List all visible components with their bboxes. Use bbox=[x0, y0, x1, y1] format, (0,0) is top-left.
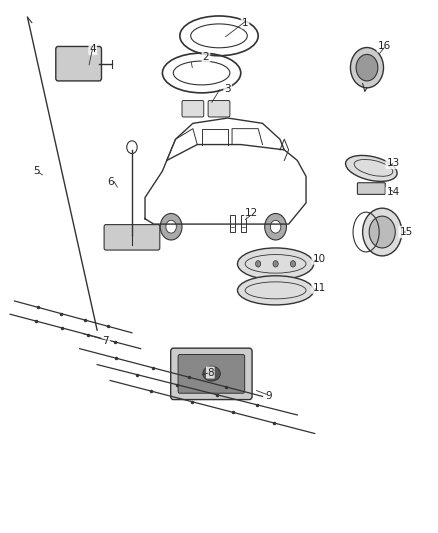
Circle shape bbox=[160, 214, 182, 240]
Text: 6: 6 bbox=[107, 176, 113, 187]
Circle shape bbox=[290, 261, 296, 267]
Text: 10: 10 bbox=[313, 254, 326, 263]
Text: 9: 9 bbox=[266, 391, 272, 401]
FancyBboxPatch shape bbox=[178, 354, 245, 393]
Text: 8: 8 bbox=[207, 368, 214, 377]
Text: 12: 12 bbox=[245, 208, 258, 219]
Ellipse shape bbox=[203, 366, 220, 381]
Circle shape bbox=[270, 220, 281, 233]
Text: 2: 2 bbox=[203, 52, 209, 62]
Bar bbox=[230, 215, 235, 232]
FancyBboxPatch shape bbox=[357, 183, 385, 195]
Text: 15: 15 bbox=[399, 227, 413, 237]
Circle shape bbox=[265, 214, 286, 240]
Text: 5: 5 bbox=[33, 166, 39, 176]
Text: 1: 1 bbox=[242, 18, 248, 28]
FancyBboxPatch shape bbox=[208, 101, 230, 117]
Circle shape bbox=[273, 261, 278, 267]
Text: 3: 3 bbox=[224, 84, 231, 94]
FancyBboxPatch shape bbox=[182, 101, 204, 117]
Circle shape bbox=[255, 261, 261, 267]
Text: 11: 11 bbox=[312, 282, 326, 293]
Circle shape bbox=[356, 54, 378, 81]
Ellipse shape bbox=[237, 276, 314, 305]
Circle shape bbox=[363, 208, 402, 256]
Text: 14: 14 bbox=[386, 187, 400, 197]
Text: 4: 4 bbox=[89, 44, 96, 54]
Text: 13: 13 bbox=[386, 158, 400, 168]
Text: 7: 7 bbox=[102, 336, 109, 346]
Circle shape bbox=[127, 141, 137, 154]
Ellipse shape bbox=[237, 248, 314, 280]
FancyBboxPatch shape bbox=[56, 46, 102, 81]
Circle shape bbox=[166, 220, 177, 233]
Text: 16: 16 bbox=[378, 42, 391, 52]
Ellipse shape bbox=[346, 156, 397, 181]
Bar bbox=[241, 215, 246, 232]
FancyBboxPatch shape bbox=[104, 224, 160, 250]
FancyBboxPatch shape bbox=[171, 348, 252, 400]
Circle shape bbox=[369, 216, 395, 248]
Circle shape bbox=[350, 47, 384, 88]
